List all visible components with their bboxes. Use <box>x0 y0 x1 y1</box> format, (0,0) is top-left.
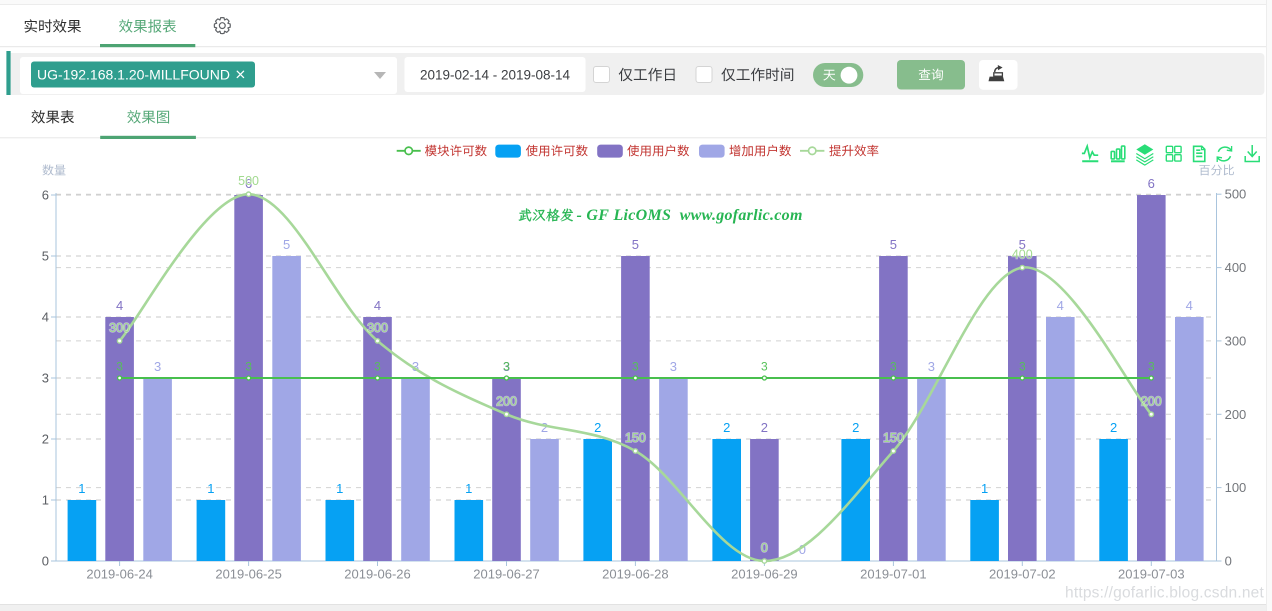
svg-text:2: 2 <box>42 432 49 447</box>
svg-text:3: 3 <box>503 360 510 374</box>
svg-text:1: 1 <box>981 481 988 496</box>
svg-text:1: 1 <box>465 481 472 496</box>
svg-text:3: 3 <box>374 360 381 374</box>
svg-text:3: 3 <box>670 359 677 374</box>
svg-text:UG-192.168.1.20-MILLFOUND: UG-192.168.1.20-MILLFOUND <box>37 67 230 83</box>
svg-text:4: 4 <box>116 298 123 313</box>
svg-text:5: 5 <box>632 237 639 252</box>
svg-text:500: 500 <box>1225 187 1247 202</box>
svg-text:4: 4 <box>1057 298 1064 313</box>
svg-text:2019-06-28: 2019-06-28 <box>602 567 669 582</box>
svg-text:3: 3 <box>412 359 419 374</box>
svg-text:300: 300 <box>367 321 388 335</box>
svg-text:3: 3 <box>154 359 161 374</box>
svg-text:2019-06-27: 2019-06-27 <box>473 567 540 582</box>
svg-text:0: 0 <box>1225 554 1232 569</box>
svg-text:300: 300 <box>109 321 130 335</box>
svg-text:4: 4 <box>374 298 381 313</box>
svg-text:- GF LicOMS www.gofarlic.com: - GF LicOMS www.gofarlic.com <box>577 207 803 224</box>
svg-text:2019-06-26: 2019-06-26 <box>344 567 411 582</box>
svg-text:200: 200 <box>1225 407 1247 422</box>
svg-text:1: 1 <box>78 481 85 496</box>
svg-text:150: 150 <box>883 431 904 445</box>
svg-text:3: 3 <box>761 360 768 374</box>
svg-text:3: 3 <box>503 359 510 374</box>
svg-text:5: 5 <box>1019 237 1026 252</box>
svg-text:0: 0 <box>42 554 49 569</box>
svg-text:3: 3 <box>632 360 639 374</box>
svg-text:6: 6 <box>245 176 252 191</box>
svg-text:2019-07-02: 2019-07-02 <box>989 567 1056 582</box>
svg-text:2: 2 <box>723 420 730 435</box>
svg-text:0: 0 <box>799 542 806 557</box>
svg-text:1: 1 <box>207 481 214 496</box>
svg-text:6: 6 <box>1148 176 1155 191</box>
svg-text:1: 1 <box>336 481 343 496</box>
svg-text:2: 2 <box>541 420 548 435</box>
svg-text:400: 400 <box>1012 248 1033 262</box>
svg-text:100: 100 <box>1225 480 1247 495</box>
svg-text:4: 4 <box>42 310 49 325</box>
svg-text:2019-07-03: 2019-07-03 <box>1118 567 1185 582</box>
svg-text:2019-06-24: 2019-06-24 <box>86 567 153 582</box>
svg-text:2019-06-25: 2019-06-25 <box>215 567 282 582</box>
svg-text:3: 3 <box>245 360 252 374</box>
svg-text:3: 3 <box>890 360 897 374</box>
svg-text:2019-02-14 - 2019-08-14: 2019-02-14 - 2019-08-14 <box>420 68 571 83</box>
svg-text:2: 2 <box>761 420 768 435</box>
svg-text:3: 3 <box>1019 360 1026 374</box>
svg-text:1: 1 <box>42 493 49 508</box>
svg-text:3: 3 <box>42 371 49 386</box>
svg-text:2: 2 <box>1110 420 1117 435</box>
svg-text:300: 300 <box>1225 333 1247 348</box>
svg-text:400: 400 <box>1225 260 1247 275</box>
svg-text:3: 3 <box>116 360 123 374</box>
svg-text:5: 5 <box>42 249 49 264</box>
svg-text:3: 3 <box>1148 360 1155 374</box>
svg-text:https://gofarlic.blog.csdn.net: https://gofarlic.blog.csdn.net <box>1065 585 1264 602</box>
svg-text:2019-06-29: 2019-06-29 <box>731 567 798 582</box>
svg-text:200: 200 <box>496 394 517 408</box>
svg-text:5: 5 <box>283 237 290 252</box>
svg-text:0: 0 <box>761 541 768 555</box>
svg-text:2: 2 <box>594 420 601 435</box>
svg-text:2: 2 <box>852 420 859 435</box>
svg-text:5: 5 <box>890 237 897 252</box>
svg-text:6: 6 <box>42 188 49 203</box>
svg-text:3: 3 <box>928 359 935 374</box>
svg-text:200: 200 <box>1141 394 1162 408</box>
svg-text:2019-07-01: 2019-07-01 <box>860 567 927 582</box>
svg-text:150: 150 <box>625 431 646 445</box>
svg-text:4: 4 <box>1186 298 1193 313</box>
svg-text:500: 500 <box>238 174 259 188</box>
